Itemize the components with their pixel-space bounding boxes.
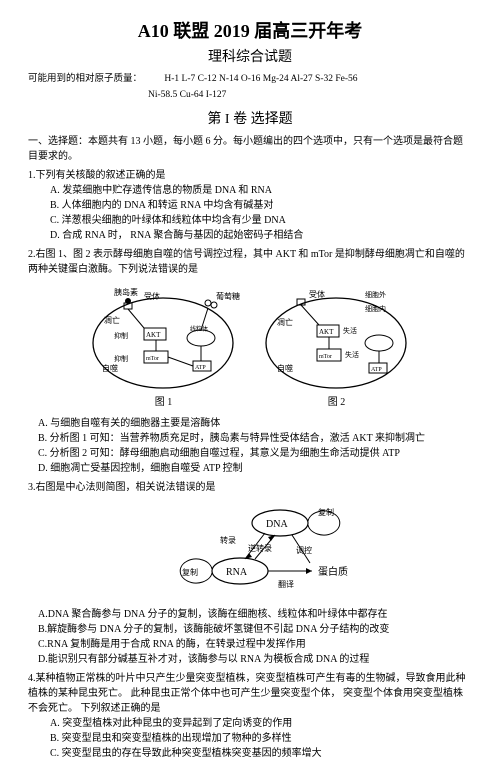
q1-option-c: C. 洋葱根尖细胞的叶绿体和线粒体中均含有少量 DNA	[28, 213, 472, 228]
svg-text:mTor: mTor	[146, 356, 159, 362]
svg-text:抑制: 抑制	[114, 354, 128, 363]
svg-text:ATP: ATP	[371, 367, 382, 373]
svg-text:RNA: RNA	[226, 567, 248, 578]
q1-option-b: B. 人体细胞内的 DNA 和转运 RNA 中均含有碱基对	[28, 198, 472, 213]
svg-text:受体: 受体	[144, 291, 160, 301]
svg-text:葡萄糖: 葡萄糖	[216, 291, 240, 301]
q3-option-a: A.DNA 聚合酶参与 DNA 分子的复制，该酶在细胞核、线粒体和叶绿体中都存在	[28, 607, 472, 622]
q2-option-a: A. 与细胞自噬有关的细胞器主要是溶酶体	[28, 416, 472, 431]
svg-text:逆转录: 逆转录	[248, 543, 272, 553]
q2-option-b: B. 分析图 1 可知：当营养物质充足时，胰岛素与特异性受体结合，激活 AKT …	[28, 431, 472, 446]
q1-option-d: D. 合成 RNA 时， RNA 聚合酶与基因的起始密码子相结合	[28, 228, 472, 243]
q2-option-d: D. 细胞凋亡受基因控制，细胞自噬受 ATP 控制	[28, 461, 472, 476]
central-dogma-svg: DNA RNA 蛋白质 复制 复制 转录 逆转录 翻译 调控	[140, 501, 360, 601]
q1-option-a: A. 发菜细胞中贮存遗传信息的物质是 DNA 和 RNA	[28, 183, 472, 198]
q4-option-a: A. 突变型植株对此种昆虫的变异起到了定向诱变的作用	[28, 716, 472, 731]
q3-figure: DNA RNA 蛋白质 复制 复制 转录 逆转录 翻译 调控	[28, 501, 472, 601]
svg-text:翻译: 翻译	[278, 580, 294, 589]
mass-values-1: H-1 L-7 C-12 N-14 O-16 Mg-24 Al-27 S-32 …	[144, 74, 357, 84]
svg-text:AKT: AKT	[319, 328, 334, 336]
q3-option-b: B.解旋酶参与 DNA 分子的复制，该酶能破坏氢键但不引起 DNA 分子结构的改…	[28, 622, 472, 637]
q1-stem: 1.下列有关核酸的叙述正确的是	[28, 168, 472, 183]
q3-option-c: C.RNA 复制酶是用于合成 RNA 的酶，在转录过程中发挥作用	[28, 637, 472, 652]
q3-stem: 3.右图是中心法则简图，相关说法错误的是	[28, 480, 472, 495]
q2-figures: 胰岛素 受体 葡萄糖 AKT 抑制 mTor 抑制 线粒体 ATP 自噬 凋亡	[28, 283, 472, 410]
section-heading: 第 I 卷 选择题	[28, 109, 472, 130]
figure-2-box: 受体 细胞外 细胞内 AKT 失活 mTor 失活 ATP 自噬 凋亡 图 2	[259, 283, 414, 410]
svg-text:转录: 转录	[220, 535, 236, 545]
svg-text:蛋白质: 蛋白质	[318, 565, 348, 578]
q4-stem: 4.某种植物正常株的叶片中只产生少量突变型植株，突变型植株可产生有毒的生物碱，导…	[28, 671, 472, 716]
mass-label: 可能用到的相对原子质量：	[28, 74, 142, 84]
figure-2-svg: 受体 细胞外 细胞内 AKT 失活 mTor 失活 ATP 自噬 凋亡	[259, 283, 414, 393]
subtitle: 理科综合试题	[28, 47, 472, 68]
q2-option-c: C. 分析图 2 可知：酵母细胞启动细胞自噬过程，其意义是为细胞生命活动提供 A…	[28, 446, 472, 461]
q2-stem: 2.右图 1、图 2 表示酵母细胞自噬的信号调控过程，其中 AKT 和 mTor…	[28, 247, 472, 277]
figure-1-svg: 胰岛素 受体 葡萄糖 AKT 抑制 mTor 抑制 线粒体 ATP 自噬 凋亡	[86, 283, 241, 393]
svg-text:胰岛素: 胰岛素	[114, 287, 138, 297]
svg-text:调控: 调控	[296, 545, 312, 555]
svg-text:抑制: 抑制	[114, 331, 128, 340]
svg-text:失活: 失活	[345, 350, 359, 359]
svg-text:凋亡: 凋亡	[277, 317, 293, 327]
svg-text:复制: 复制	[318, 507, 334, 517]
q4-option-c: C. 突变型昆虫的存在导致此种突变型植株突变基因的频率增大	[28, 746, 472, 761]
q3-option-d: D.能识别只有部分碱基互补才对，该酶参与以 RNA 为模板合成 DNA 的过程	[28, 652, 472, 667]
svg-text:AKT: AKT	[146, 331, 161, 339]
figure-1-label: 图 1	[155, 395, 173, 410]
svg-text:细胞内: 细胞内	[365, 304, 386, 313]
svg-text:自噬: 自噬	[277, 363, 293, 373]
svg-text:ATP: ATP	[195, 365, 206, 371]
svg-text:DNA: DNA	[266, 519, 288, 530]
atomic-mass-intro: 可能用到的相对原子质量： H-1 L-7 C-12 N-14 O-16 Mg-2…	[28, 72, 472, 86]
main-title: A10 联盟 2019 届高三开年考	[28, 18, 472, 45]
svg-text:mTor: mTor	[319, 354, 332, 360]
figure-2-label: 图 2	[328, 395, 346, 410]
svg-text:细胞外: 细胞外	[365, 290, 386, 299]
figure-1-box: 胰岛素 受体 葡萄糖 AKT 抑制 mTor 抑制 线粒体 ATP 自噬 凋亡	[86, 283, 241, 410]
q4-option-b: B. 突变型昆虫和突变型植株的出现增加了物种的多样性	[28, 731, 472, 746]
svg-text:受体: 受体	[309, 289, 325, 299]
svg-text:凋亡: 凋亡	[104, 315, 120, 325]
instructions: 一、选择题：本题共有 13 小题，每小题 6 分。每小题编出的四个选项中，只有一…	[28, 134, 472, 164]
svg-text:失活: 失活	[343, 326, 357, 335]
atomic-mass-line2: Ni-58.5 Cu-64 I-127	[28, 88, 472, 102]
svg-text:复制: 复制	[182, 567, 198, 577]
svg-text:线粒体: 线粒体	[190, 325, 208, 333]
svg-text:自噬: 自噬	[102, 363, 118, 373]
